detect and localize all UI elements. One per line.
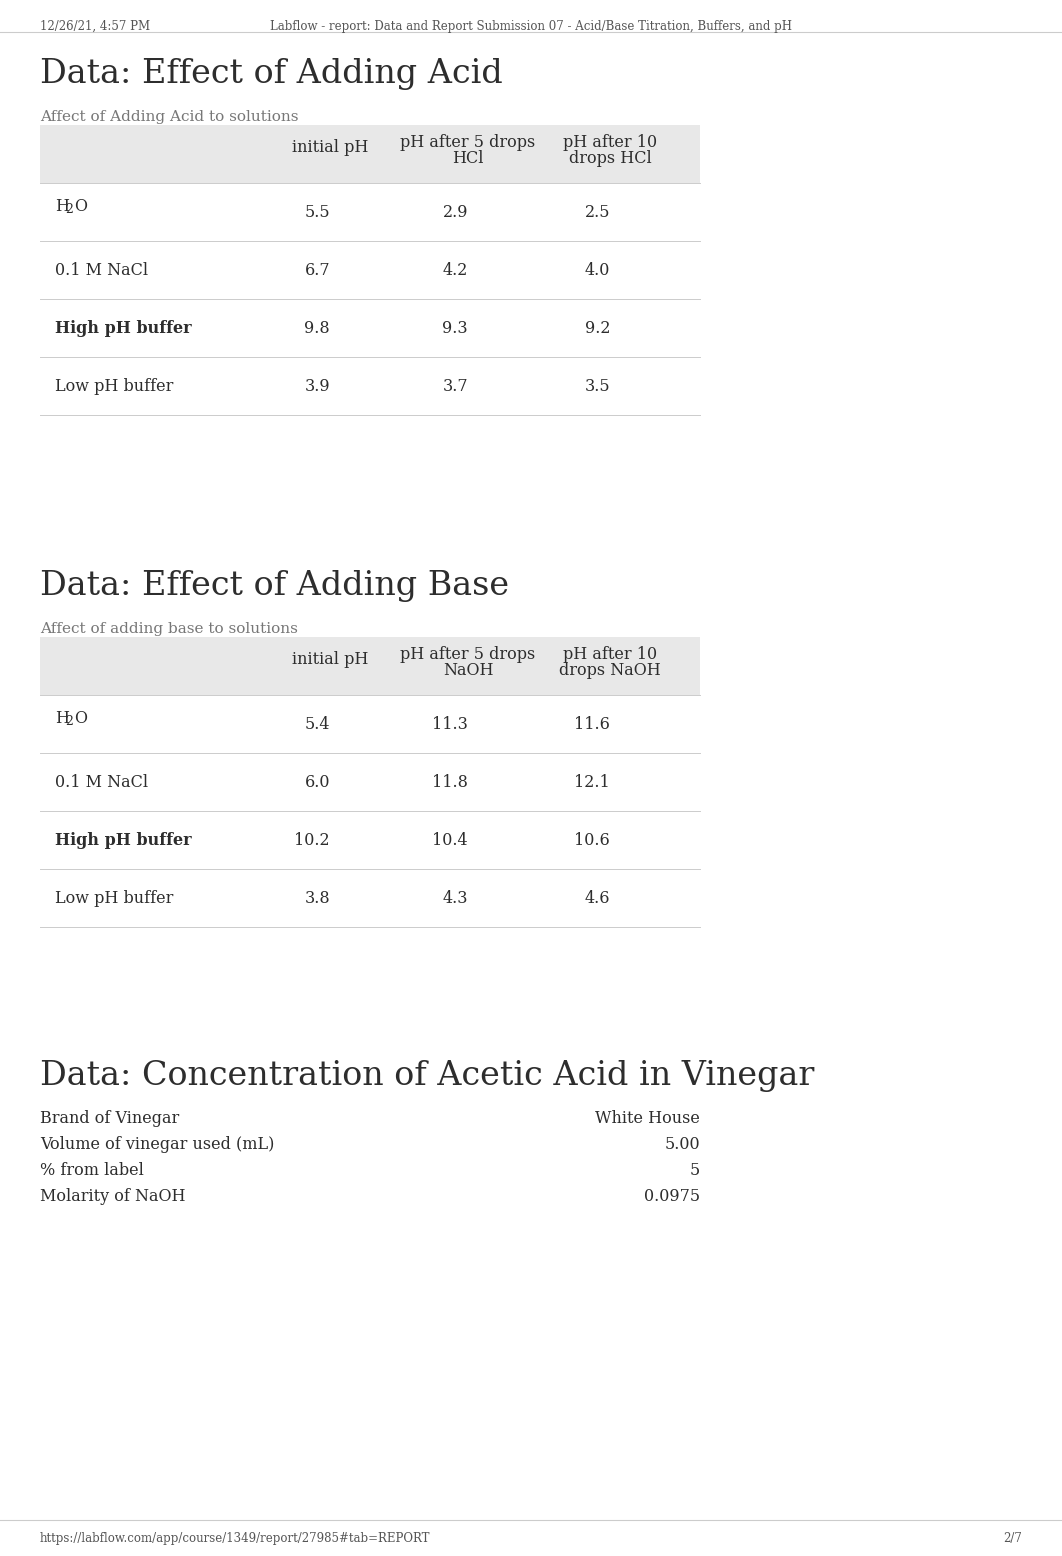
Text: 4.3: 4.3 xyxy=(443,890,468,907)
Text: White House: White House xyxy=(595,1109,700,1127)
Text: Low pH buffer: Low pH buffer xyxy=(55,890,173,907)
Text: 9.2: 9.2 xyxy=(584,319,610,336)
Text: Affect of Adding Acid to solutions: Affect of Adding Acid to solutions xyxy=(40,110,298,124)
Text: 0.0975: 0.0975 xyxy=(644,1187,700,1204)
Bar xyxy=(40,636,700,696)
Text: 3.5: 3.5 xyxy=(584,378,610,395)
Text: initial pH: initial pH xyxy=(292,138,369,156)
Text: 9.8: 9.8 xyxy=(305,319,330,336)
Text: NaOH: NaOH xyxy=(443,661,493,678)
Text: % from label: % from label xyxy=(40,1162,143,1179)
Text: 12/26/21, 4:57 PM: 12/26/21, 4:57 PM xyxy=(40,20,150,33)
Text: 6.7: 6.7 xyxy=(305,261,330,279)
Text: 11.3: 11.3 xyxy=(432,716,468,733)
Text: drops NaOH: drops NaOH xyxy=(559,661,661,678)
Text: 2: 2 xyxy=(65,202,73,215)
Text: drops HCl: drops HCl xyxy=(568,149,651,166)
Text: 5: 5 xyxy=(689,1162,700,1179)
Text: 2: 2 xyxy=(65,714,73,728)
Text: 10.4: 10.4 xyxy=(432,831,468,848)
Text: 4.0: 4.0 xyxy=(584,261,610,279)
Text: Data: Concentration of Acetic Acid in Vinegar: Data: Concentration of Acetic Acid in Vi… xyxy=(40,1060,815,1092)
Text: https://labflow.com/app/course/1349/report/27985#tab=REPORT: https://labflow.com/app/course/1349/repo… xyxy=(40,1533,430,1545)
Text: 3.9: 3.9 xyxy=(305,378,330,395)
Text: 9.3: 9.3 xyxy=(443,319,468,336)
Text: initial pH: initial pH xyxy=(292,650,369,668)
Text: 5.00: 5.00 xyxy=(665,1136,700,1153)
Text: Low pH buffer: Low pH buffer xyxy=(55,378,173,395)
Text: H: H xyxy=(55,198,69,215)
Text: 3.7: 3.7 xyxy=(443,378,468,395)
Text: 5.5: 5.5 xyxy=(305,204,330,221)
Text: H: H xyxy=(55,710,69,727)
Text: Volume of vinegar used (mL): Volume of vinegar used (mL) xyxy=(40,1136,274,1153)
Text: 0.1 M NaCl: 0.1 M NaCl xyxy=(55,773,148,790)
Text: Brand of Vinegar: Brand of Vinegar xyxy=(40,1109,179,1127)
Text: Data: Effect of Adding Base: Data: Effect of Adding Base xyxy=(40,569,509,602)
Text: High pH buffer: High pH buffer xyxy=(55,319,191,336)
Text: 2.5: 2.5 xyxy=(584,204,610,221)
Text: 4.2: 4.2 xyxy=(443,261,468,279)
Text: 5.4: 5.4 xyxy=(305,716,330,733)
Text: Affect of adding base to solutions: Affect of adding base to solutions xyxy=(40,622,297,636)
Text: 4.6: 4.6 xyxy=(584,890,610,907)
Text: pH after 5 drops: pH after 5 drops xyxy=(400,134,535,151)
Text: 3.8: 3.8 xyxy=(305,890,330,907)
Bar xyxy=(40,124,700,184)
Text: HCl: HCl xyxy=(452,149,484,166)
Text: pH after 10: pH after 10 xyxy=(563,646,657,663)
Text: 10.6: 10.6 xyxy=(575,831,610,848)
Text: O: O xyxy=(74,710,87,727)
Text: Data: Effect of Adding Acid: Data: Effect of Adding Acid xyxy=(40,58,502,90)
Text: pH after 10: pH after 10 xyxy=(563,134,657,151)
Text: O: O xyxy=(74,198,87,215)
Text: Labflow - report: Data and Report Submission 07 - Acid/Base Titration, Buffers, : Labflow - report: Data and Report Submis… xyxy=(270,20,792,33)
Text: High pH buffer: High pH buffer xyxy=(55,831,191,848)
Text: 10.2: 10.2 xyxy=(294,831,330,848)
Text: 11.6: 11.6 xyxy=(575,716,610,733)
Text: 12.1: 12.1 xyxy=(575,773,610,790)
Text: 0.1 M NaCl: 0.1 M NaCl xyxy=(55,261,148,279)
Text: pH after 5 drops: pH after 5 drops xyxy=(400,646,535,663)
Text: 2.9: 2.9 xyxy=(443,204,468,221)
Text: 2/7: 2/7 xyxy=(1004,1533,1022,1545)
Text: Molarity of NaOH: Molarity of NaOH xyxy=(40,1187,186,1204)
Text: 11.8: 11.8 xyxy=(432,773,468,790)
Text: 6.0: 6.0 xyxy=(305,773,330,790)
